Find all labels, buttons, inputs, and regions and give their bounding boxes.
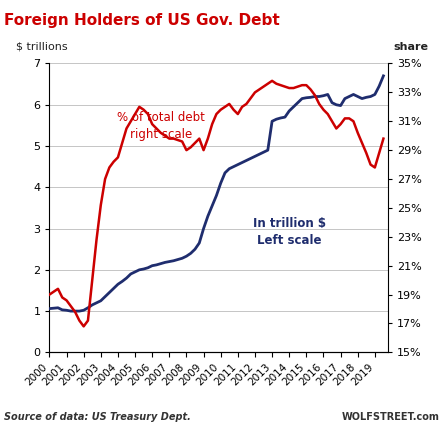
Text: In trillion $
Left scale: In trillion $ Left scale: [253, 217, 326, 247]
Text: $ trillions: $ trillions: [16, 42, 67, 52]
Text: Source of data: US Treasury Dept.: Source of data: US Treasury Dept.: [4, 412, 191, 422]
Text: WOLFSTREET.com: WOLFSTREET.com: [342, 412, 440, 422]
Text: % of total debt
right scale: % of total debt right scale: [117, 112, 205, 142]
Text: Foreign Holders of US Gov. Debt: Foreign Holders of US Gov. Debt: [4, 13, 280, 28]
Text: share: share: [393, 42, 428, 52]
